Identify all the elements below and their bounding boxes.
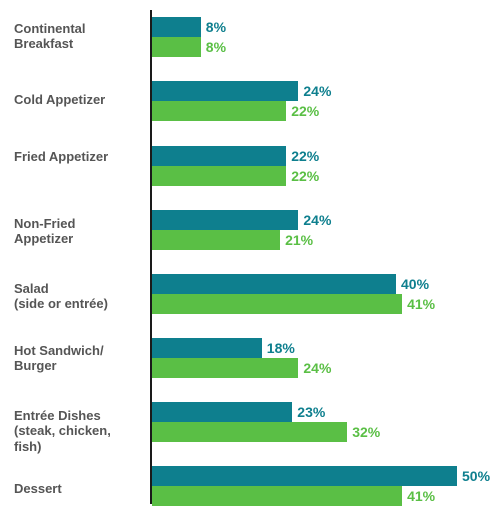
data-label: 23% bbox=[297, 404, 326, 420]
category-label-line: Non-Fried bbox=[14, 215, 76, 231]
bar bbox=[152, 37, 201, 57]
data-label: 40% bbox=[401, 276, 430, 292]
bar bbox=[152, 230, 281, 250]
data-label: 32% bbox=[352, 424, 381, 440]
category-label-line: Cold Appetizer bbox=[14, 92, 106, 108]
category-label-line: Dessert bbox=[14, 481, 62, 497]
bar bbox=[152, 338, 262, 358]
category-label-line: Appetizer bbox=[14, 231, 74, 246]
category-label: Non-Fried Appetizer bbox=[14, 216, 154, 247]
data-label: 22% bbox=[291, 168, 320, 184]
data-label: 24% bbox=[303, 83, 332, 99]
data-label: 50% bbox=[462, 468, 491, 484]
bar bbox=[152, 81, 299, 101]
category-label-line: Salad bbox=[14, 280, 49, 296]
data-label: 22% bbox=[291, 103, 320, 119]
data-label: 8% bbox=[205, 19, 227, 35]
category-label: Cold Appetizer bbox=[14, 92, 154, 108]
bar bbox=[152, 146, 287, 166]
data-label: 41% bbox=[407, 296, 436, 312]
category-label: Entrée Dishes (steak, chicken, fish) bbox=[14, 408, 154, 455]
data-label: 41% bbox=[407, 488, 436, 504]
data-label: 22% bbox=[291, 148, 320, 164]
category-label: Fried Appetizer bbox=[14, 149, 154, 165]
category-label-line: Burger bbox=[14, 358, 57, 373]
data-label: 8% bbox=[205, 39, 227, 55]
category-label: Continental Breakfast bbox=[14, 21, 154, 52]
y-axis-line bbox=[150, 10, 152, 504]
category-label: Dessert bbox=[14, 481, 154, 497]
bar bbox=[152, 422, 348, 442]
data-label: 21% bbox=[285, 232, 314, 248]
bar bbox=[152, 294, 403, 314]
category-label-line: Hot Sandwich/ bbox=[14, 342, 104, 358]
bar bbox=[152, 166, 287, 186]
category-label-line: (side or entrée) bbox=[14, 296, 108, 311]
category-label-line: Breakfast bbox=[14, 36, 74, 51]
category-label: Salad (side or entrée) bbox=[14, 281, 154, 312]
bar bbox=[152, 358, 299, 378]
bar bbox=[152, 101, 287, 121]
data-label: 24% bbox=[303, 360, 332, 376]
category-label-line: fish) bbox=[14, 438, 42, 454]
bar bbox=[152, 402, 293, 422]
category-label-line: Continental bbox=[14, 20, 86, 36]
category-label: Hot Sandwich/Burger bbox=[14, 343, 154, 374]
category-label-line: Fried Appetizer bbox=[14, 149, 109, 165]
bar bbox=[152, 486, 403, 506]
bar bbox=[152, 274, 396, 294]
bar bbox=[152, 210, 299, 230]
category-label-line: Entrée Dishes bbox=[14, 407, 101, 423]
data-label: 18% bbox=[266, 340, 295, 356]
data-label: 24% bbox=[303, 212, 332, 228]
bar bbox=[152, 466, 457, 486]
bar bbox=[152, 17, 201, 37]
category-label-line: (steak, chicken, bbox=[14, 423, 111, 439]
